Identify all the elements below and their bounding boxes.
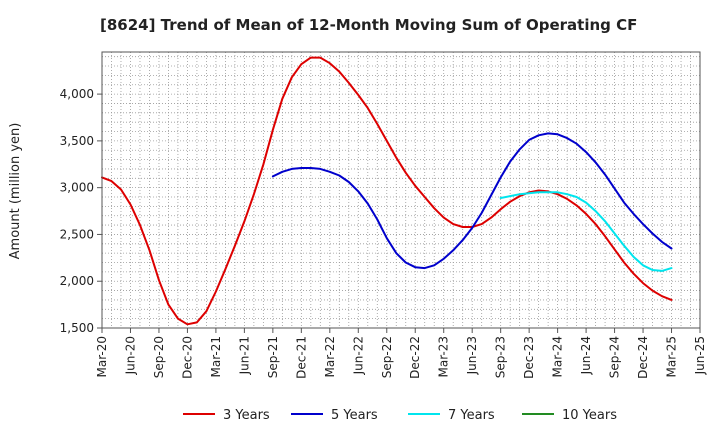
x-tick-label: Jun-23: [465, 336, 479, 375]
x-tick-label: Dec-20: [180, 336, 194, 379]
x-tick-label: Mar-25: [665, 336, 679, 377]
y-axis: 1,500 2,000 2,500 3,000 3,500 4,000: [60, 87, 102, 335]
grid: [102, 52, 700, 328]
y-tick-label: 1,500: [60, 321, 94, 335]
legend-label-10-years: 10 Years: [562, 408, 617, 423]
x-tick-label: Mar-22: [323, 336, 337, 377]
legend-label-7-years: 7 Years: [448, 408, 495, 423]
series-line-3-years: [101, 56, 673, 326]
x-tick-label: Jun-25: [693, 336, 707, 375]
y-tick-label: 3,500: [60, 134, 94, 148]
legend-label-5-years: 5 Years: [331, 408, 378, 423]
x-tick-label: Mar-23: [437, 336, 451, 377]
x-tick-label: Dec-21: [294, 336, 308, 379]
x-tick-label: Mar-21: [209, 336, 223, 377]
y-tick-label: 2,500: [60, 227, 94, 241]
chart-title: [8624] Trend of Mean of 12-Month Moving …: [100, 16, 637, 34]
x-tick-label: Sep-22: [380, 336, 394, 378]
y-tick-label: 2,000: [60, 274, 94, 288]
x-tick-label: Jun-20: [123, 336, 137, 375]
legend-label-3-years: 3 Years: [223, 408, 270, 423]
y-axis-label: Amount (million yen): [8, 123, 23, 260]
x-tick-label: Sep-23: [494, 336, 508, 378]
series-layer: [101, 56, 673, 326]
x-tick-label: Mar-20: [95, 336, 109, 377]
y-tick-label: 4,000: [60, 87, 94, 101]
x-tick-label: Sep-24: [608, 336, 622, 378]
series-line-7-years: [499, 191, 673, 272]
plot-frame: [101, 51, 701, 329]
x-tick-label: Dec-24: [636, 336, 650, 379]
x-tick-label: Sep-20: [152, 336, 166, 378]
x-tick-label: Jun-22: [351, 336, 365, 375]
x-tick-label: Dec-22: [408, 336, 422, 379]
x-tick-label: Jun-24: [579, 336, 593, 375]
x-tick-label: Jun-21: [237, 336, 251, 375]
y-tick-label: 3,000: [60, 181, 94, 195]
x-tick-label: Dec-23: [522, 336, 536, 379]
x-axis: Mar-20 Jun-20 Sep-20 Dec-20 Mar-21 Jun-21 Sep-…: [95, 328, 707, 379]
legend: 3 Years 5 Years 7 Years 10 Years: [183, 408, 617, 423]
series-line-5-years: [271, 132, 673, 270]
x-tick-label: Mar-24: [551, 336, 565, 377]
x-tick-label: Sep-21: [266, 336, 280, 378]
